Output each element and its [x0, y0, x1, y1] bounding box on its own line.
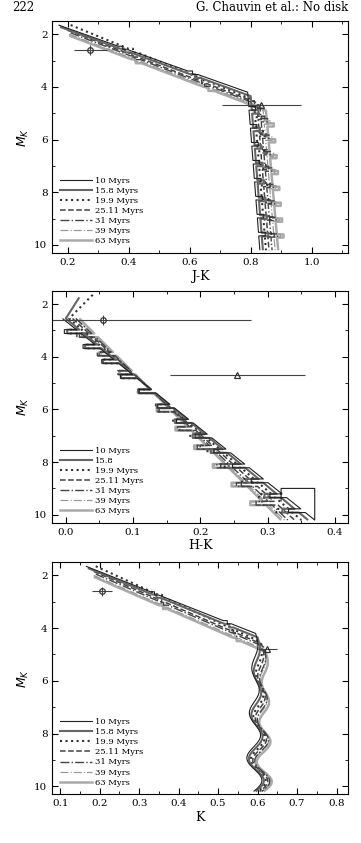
- Text: 222: 222: [13, 1, 35, 14]
- Y-axis label: $M_K$: $M_K$: [16, 127, 31, 147]
- X-axis label: J-K: J-K: [191, 270, 210, 282]
- Legend: 10 Myrs, 15.8 Myrs, 19.9 Myrs, 25.11 Myrs, 31 Myrs, 39 Myrs, 63 Myrs: 10 Myrs, 15.8 Myrs, 19.9 Myrs, 25.11 Myr…: [57, 174, 147, 249]
- X-axis label: H-K: H-K: [188, 540, 213, 552]
- Legend: 10 Myrs, 15.8, 19.9 Myrs, 25.11 Myrs, 31 Myrs, 39 Myrs, 63 Myrs: 10 Myrs, 15.8, 19.9 Myrs, 25.11 Myrs, 31…: [57, 443, 147, 518]
- Text: G. Chauvin et al.: No disk: G. Chauvin et al.: No disk: [196, 1, 348, 14]
- Legend: 10 Myrs, 15.8 Myrs, 19.9 Myrs, 25.11 Myrs, 31 Myrs, 39 Myrs, 63 Myrs: 10 Myrs, 15.8 Myrs, 19.9 Myrs, 25.11 Myr…: [57, 715, 147, 790]
- Y-axis label: $M_K$: $M_K$: [16, 397, 31, 416]
- X-axis label: K: K: [196, 811, 205, 824]
- Y-axis label: $M_K$: $M_K$: [16, 668, 31, 688]
